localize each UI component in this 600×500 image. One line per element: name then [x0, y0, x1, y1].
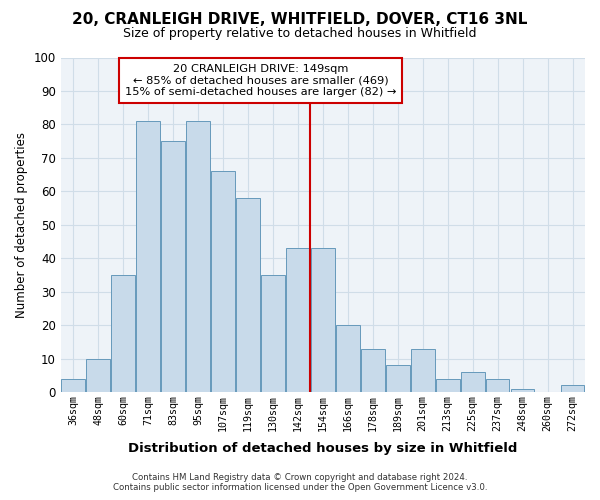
Bar: [86, 358, 110, 392]
Bar: [336, 325, 359, 392]
Bar: [386, 366, 410, 392]
Text: Size of property relative to detached houses in Whitfield: Size of property relative to detached ho…: [123, 28, 477, 40]
Bar: [136, 121, 160, 392]
X-axis label: Distribution of detached houses by size in Whitfield: Distribution of detached houses by size …: [128, 442, 518, 455]
Bar: [61, 378, 85, 392]
Bar: [286, 248, 310, 392]
Bar: [236, 198, 260, 392]
Bar: [161, 141, 185, 392]
Text: 20 CRANLEIGH DRIVE: 149sqm
← 85% of detached houses are smaller (469)
15% of sem: 20 CRANLEIGH DRIVE: 149sqm ← 85% of deta…: [125, 64, 396, 98]
Bar: [261, 275, 285, 392]
Bar: [311, 248, 335, 392]
Bar: [186, 121, 210, 392]
Bar: [411, 348, 434, 392]
Bar: [436, 378, 460, 392]
Text: Contains HM Land Registry data © Crown copyright and database right 2024.
Contai: Contains HM Land Registry data © Crown c…: [113, 473, 487, 492]
Bar: [211, 172, 235, 392]
Bar: [361, 348, 385, 392]
Bar: [511, 389, 535, 392]
Y-axis label: Number of detached properties: Number of detached properties: [15, 132, 28, 318]
Bar: [560, 386, 584, 392]
Bar: [461, 372, 485, 392]
Bar: [486, 378, 509, 392]
Text: 20, CRANLEIGH DRIVE, WHITFIELD, DOVER, CT16 3NL: 20, CRANLEIGH DRIVE, WHITFIELD, DOVER, C…: [73, 12, 527, 28]
Bar: [111, 275, 135, 392]
